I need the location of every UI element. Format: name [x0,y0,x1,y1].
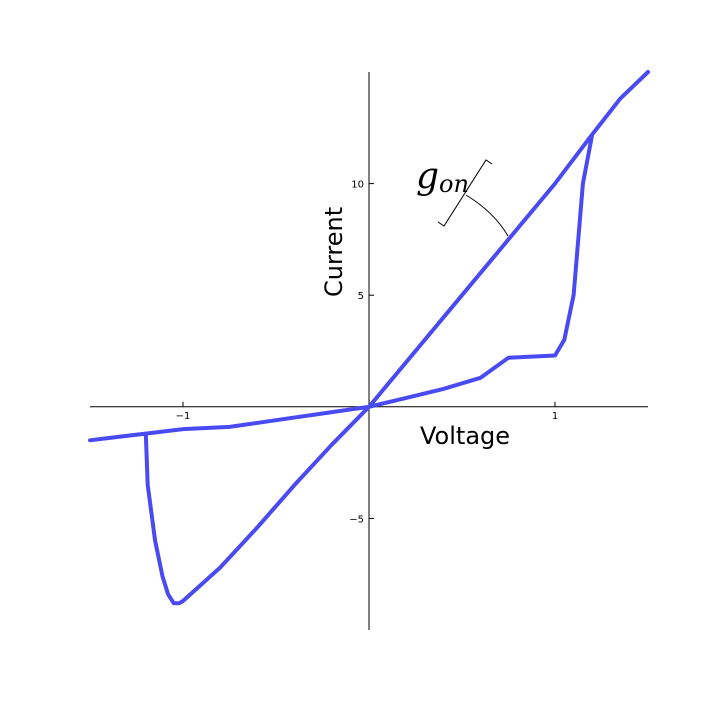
ticks: −1 1 −5 5 10 [176,180,559,526]
x-tick-label: 1 [552,411,558,422]
x-axis-title: Voltage [420,422,510,450]
gon-label-subscript: on [439,170,469,198]
series-line [88,70,650,606]
y-tick-label: 5 [358,291,364,302]
gon-annotation: gon [416,156,509,237]
y-tick-label: −5 [349,514,364,525]
x-tick-label: −1 [176,411,191,422]
gon-label: gon [416,156,469,198]
axes [90,72,648,630]
y-axis-title: Current [320,207,348,297]
gon-angle-arc [465,194,509,237]
y-tick-label: 10 [351,180,364,191]
gon-label-main: g [416,156,439,197]
gon-bracket [437,159,493,227]
series [88,70,650,606]
